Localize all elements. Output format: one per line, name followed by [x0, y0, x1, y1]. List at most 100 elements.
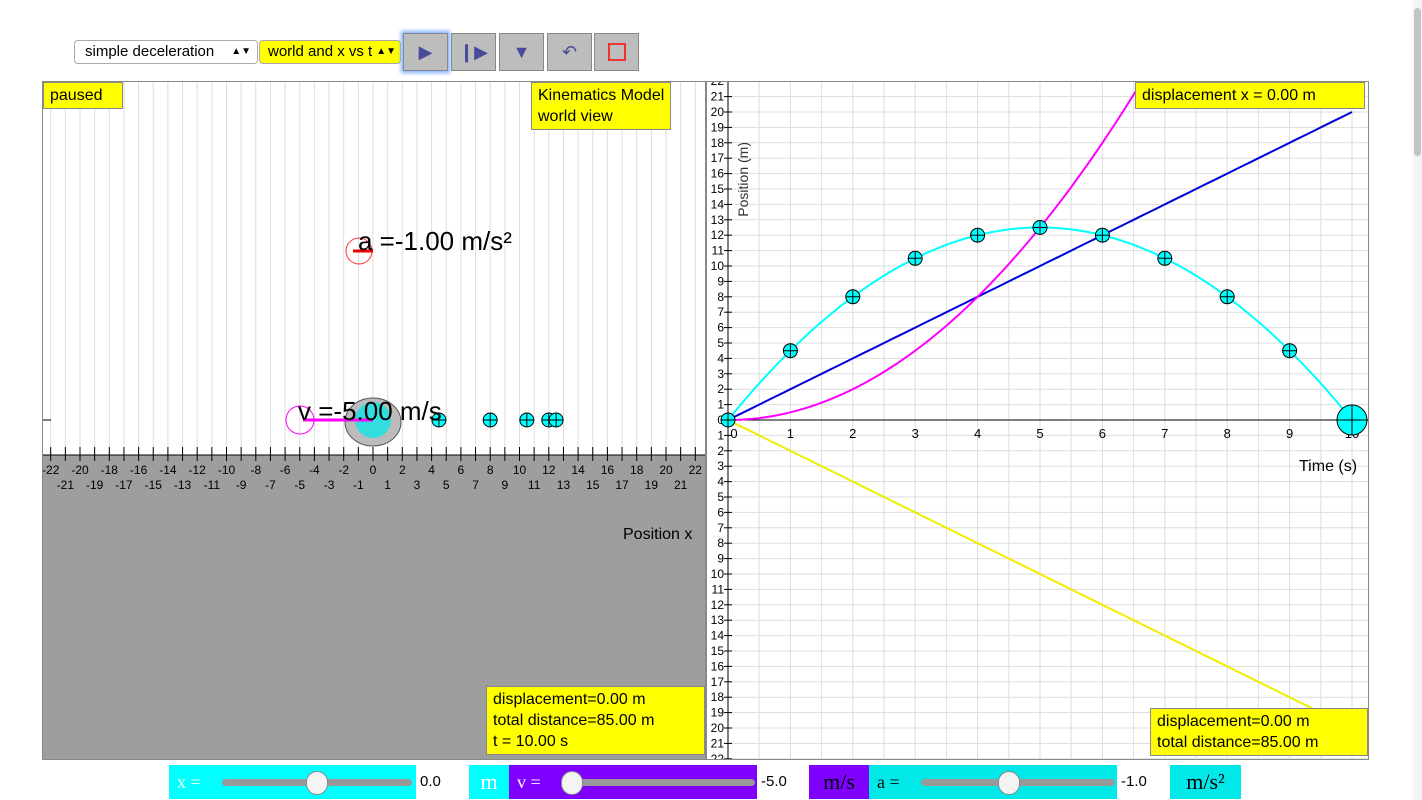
- title-line: world view: [538, 108, 613, 125]
- tick-label: -5: [294, 478, 305, 492]
- v-slider[interactable]: [561, 779, 755, 786]
- series-line: [727, 111, 1353, 421]
- tick-label: -6: [280, 463, 291, 477]
- tick-label: -8: [250, 463, 261, 477]
- y-tick-label: 14: [711, 197, 725, 211]
- y-tick-label: 7: [717, 305, 724, 319]
- v-unit: m/s: [809, 765, 869, 799]
- play-button[interactable]: ▶: [403, 33, 448, 71]
- tick-label: 18: [630, 463, 644, 477]
- v-value-field[interactable]: -5.0: [757, 765, 809, 799]
- step-icon: ❙▶: [459, 41, 488, 62]
- title-line: Kinematics Model: [538, 87, 665, 104]
- data-point-cross: [1220, 289, 1235, 304]
- y-tick-label: 10: [711, 567, 725, 581]
- v-slider-thumb[interactable]: [561, 771, 583, 795]
- x-control: x =: [169, 765, 416, 799]
- y-tick-label: 22: [711, 82, 725, 88]
- x-tick-label: 6: [1099, 426, 1106, 441]
- x-slider-thumb[interactable]: [306, 771, 328, 795]
- stat: total distance=85.00 m: [493, 712, 655, 729]
- y-tick-label: 1: [717, 428, 724, 442]
- tick-label: -1: [353, 478, 364, 492]
- data-point-cross: [970, 228, 985, 243]
- x-tick-label: 0: [730, 426, 737, 441]
- tick-label: 12: [542, 463, 556, 477]
- trail-cross: [483, 413, 498, 427]
- a-value-field[interactable]: -1.0: [1117, 765, 1170, 799]
- y-tick-label: 16: [711, 659, 725, 673]
- y-tick-label: 7: [717, 521, 724, 535]
- y-tick-label: 11: [712, 582, 725, 596]
- value: -1.0: [1121, 773, 1147, 790]
- status-label: paused: [43, 82, 123, 109]
- y-tick-label: 3: [717, 367, 724, 381]
- y-tick-label: 15: [711, 644, 725, 658]
- scrollbar-thumb[interactable]: [1414, 8, 1421, 156]
- y-tick-label: 6: [717, 505, 724, 519]
- tick-label: 3: [414, 478, 421, 492]
- x-value-field[interactable]: 0.0: [416, 765, 469, 799]
- tick-label: -10: [218, 463, 236, 477]
- tick-label: 4: [428, 463, 435, 477]
- tick-label: 7: [472, 478, 479, 492]
- y-tick-label: 22: [711, 752, 725, 759]
- x-tick-label: 1: [787, 426, 794, 441]
- y-tick-label: 17: [711, 675, 725, 689]
- tick-label: -16: [130, 463, 148, 477]
- a-control: a =: [869, 765, 1117, 799]
- y-tick-label: 9: [717, 274, 724, 288]
- view-select[interactable]: world and x vs t ▲▼: [259, 40, 401, 64]
- a-unit: m/s²: [1170, 765, 1241, 799]
- x-tick-label: 8: [1224, 426, 1231, 441]
- x-tick-label: 3: [912, 426, 919, 441]
- tick-label: 8: [487, 463, 494, 477]
- y-tick-label: 5: [717, 490, 724, 504]
- x-tick-label: 5: [1036, 426, 1043, 441]
- play-icon: ▶: [418, 41, 433, 62]
- tick-label: 16: [601, 463, 615, 477]
- tick-label: -22: [43, 463, 60, 477]
- y-tick-label: 18: [711, 136, 725, 150]
- x-tick-label: 2: [849, 426, 856, 441]
- view-select-value: world and x vs t: [268, 43, 373, 60]
- step-button[interactable]: ❙▶: [451, 33, 496, 71]
- data-point-cross: [908, 251, 923, 266]
- tick-label: 0: [370, 463, 377, 477]
- y-tick-label: 1: [717, 398, 724, 412]
- y-tick-label: 11: [712, 244, 725, 258]
- scrollbar[interactable]: [1413, 0, 1422, 800]
- stat: displacement=0.00 m: [1157, 713, 1310, 730]
- model-select-value: simple deceleration: [85, 43, 215, 60]
- v-label: v =: [517, 771, 541, 792]
- y-tick-label: 13: [711, 213, 725, 227]
- tick-label: 9: [502, 478, 509, 492]
- tick-label: -3: [324, 478, 335, 492]
- stop-button[interactable]: [594, 33, 639, 71]
- x-tick-label: 9: [1286, 426, 1293, 441]
- y-tick-label: 20: [711, 105, 725, 119]
- tick-label: -17: [115, 478, 133, 492]
- y-tick-label: 14: [711, 629, 725, 643]
- x-tick-label: 4: [974, 426, 981, 441]
- tick-label: -20: [71, 463, 89, 477]
- tick-label: -12: [189, 463, 207, 477]
- model-select[interactable]: simple deceleration ▲▼: [74, 40, 258, 64]
- y-tick-label: 5: [717, 336, 724, 350]
- acceleration-label: a =-1.00 m/s²: [358, 226, 512, 256]
- y-tick-label: 4: [717, 475, 724, 489]
- reset-button[interactable]: ↶: [547, 33, 592, 71]
- y-tick-label: 19: [711, 120, 725, 134]
- y-tick-label: 21: [711, 90, 725, 104]
- menu-button[interactable]: ▼: [499, 33, 544, 71]
- y-tick-label: 4: [717, 351, 724, 365]
- reset-icon: ↶: [561, 41, 578, 62]
- y-tick-label: 2: [717, 382, 724, 396]
- a-slider-thumb[interactable]: [998, 771, 1021, 795]
- y-tick-label: 19: [711, 706, 725, 720]
- data-point-cross: [783, 343, 798, 358]
- trail-cross: [519, 413, 534, 427]
- tick-label: 11: [528, 478, 541, 492]
- velocity-label: v =-5.00 m/s: [298, 396, 442, 426]
- tick-label: 1: [384, 478, 391, 492]
